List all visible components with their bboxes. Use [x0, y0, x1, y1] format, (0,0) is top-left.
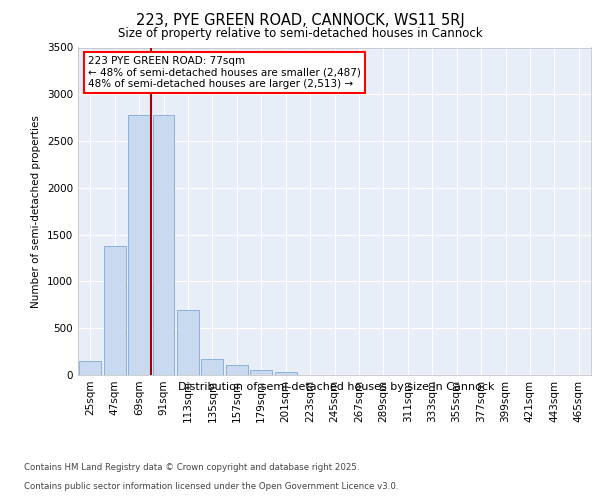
Bar [177, 310, 199, 375]
Text: Distribution of semi-detached houses by size in Cannock: Distribution of semi-detached houses by … [178, 382, 494, 392]
Text: 223 PYE GREEN ROAD: 77sqm
← 48% of semi-detached houses are smaller (2,487)
48% : 223 PYE GREEN ROAD: 77sqm ← 48% of semi-… [88, 56, 361, 89]
Bar [152, 115, 175, 375]
Text: Contains public sector information licensed under the Open Government Licence v3: Contains public sector information licen… [24, 482, 398, 491]
Bar [128, 115, 150, 375]
Text: 223, PYE GREEN ROAD, CANNOCK, WS11 5RJ: 223, PYE GREEN ROAD, CANNOCK, WS11 5RJ [136, 12, 464, 28]
Bar [79, 361, 101, 375]
Y-axis label: Number of semi-detached properties: Number of semi-detached properties [31, 115, 41, 308]
Bar [104, 246, 125, 375]
Bar [250, 370, 272, 375]
Bar [202, 359, 223, 375]
Bar [226, 364, 248, 375]
Text: Contains HM Land Registry data © Crown copyright and database right 2025.: Contains HM Land Registry data © Crown c… [24, 464, 359, 472]
Text: Size of property relative to semi-detached houses in Cannock: Size of property relative to semi-detach… [118, 28, 482, 40]
Bar [275, 372, 296, 375]
